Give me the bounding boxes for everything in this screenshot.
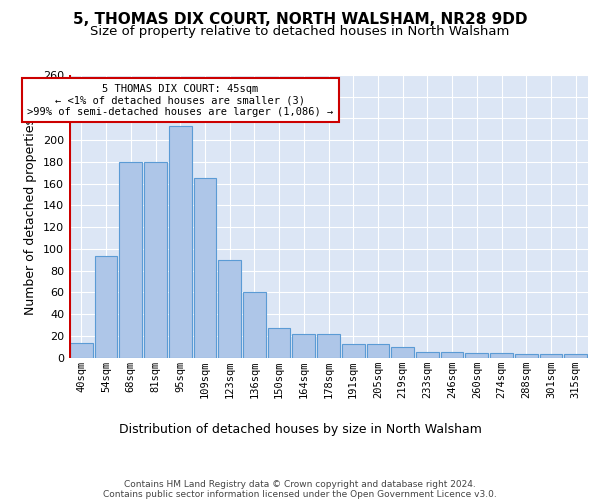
Bar — [342, 344, 365, 358]
Bar — [268, 328, 290, 358]
Bar — [169, 126, 191, 358]
Text: 5 THOMAS DIX COURT: 45sqm
← <1% of detached houses are smaller (3)
>99% of semi-: 5 THOMAS DIX COURT: 45sqm ← <1% of detac… — [27, 84, 334, 117]
Bar — [466, 353, 488, 358]
Bar — [391, 346, 414, 358]
Bar — [292, 334, 315, 357]
Bar — [564, 354, 587, 358]
Bar — [539, 354, 562, 358]
Bar — [144, 162, 167, 358]
Bar — [194, 178, 216, 358]
Bar — [70, 344, 93, 357]
Text: Contains HM Land Registry data © Crown copyright and database right 2024.
Contai: Contains HM Land Registry data © Crown c… — [103, 480, 497, 500]
Text: Distribution of detached houses by size in North Walsham: Distribution of detached houses by size … — [119, 422, 481, 436]
Bar — [416, 352, 439, 358]
Bar — [490, 353, 513, 358]
Text: 5, THOMAS DIX COURT, NORTH WALSHAM, NR28 9DD: 5, THOMAS DIX COURT, NORTH WALSHAM, NR28… — [73, 12, 527, 28]
Bar — [119, 162, 142, 358]
Bar — [243, 292, 266, 358]
Text: Size of property relative to detached houses in North Walsham: Size of property relative to detached ho… — [91, 25, 509, 38]
Bar — [317, 334, 340, 357]
Bar — [95, 256, 118, 358]
Bar — [515, 354, 538, 358]
Bar — [367, 344, 389, 358]
Bar — [218, 260, 241, 358]
Y-axis label: Number of detached properties: Number of detached properties — [25, 118, 37, 315]
Bar — [441, 352, 463, 358]
